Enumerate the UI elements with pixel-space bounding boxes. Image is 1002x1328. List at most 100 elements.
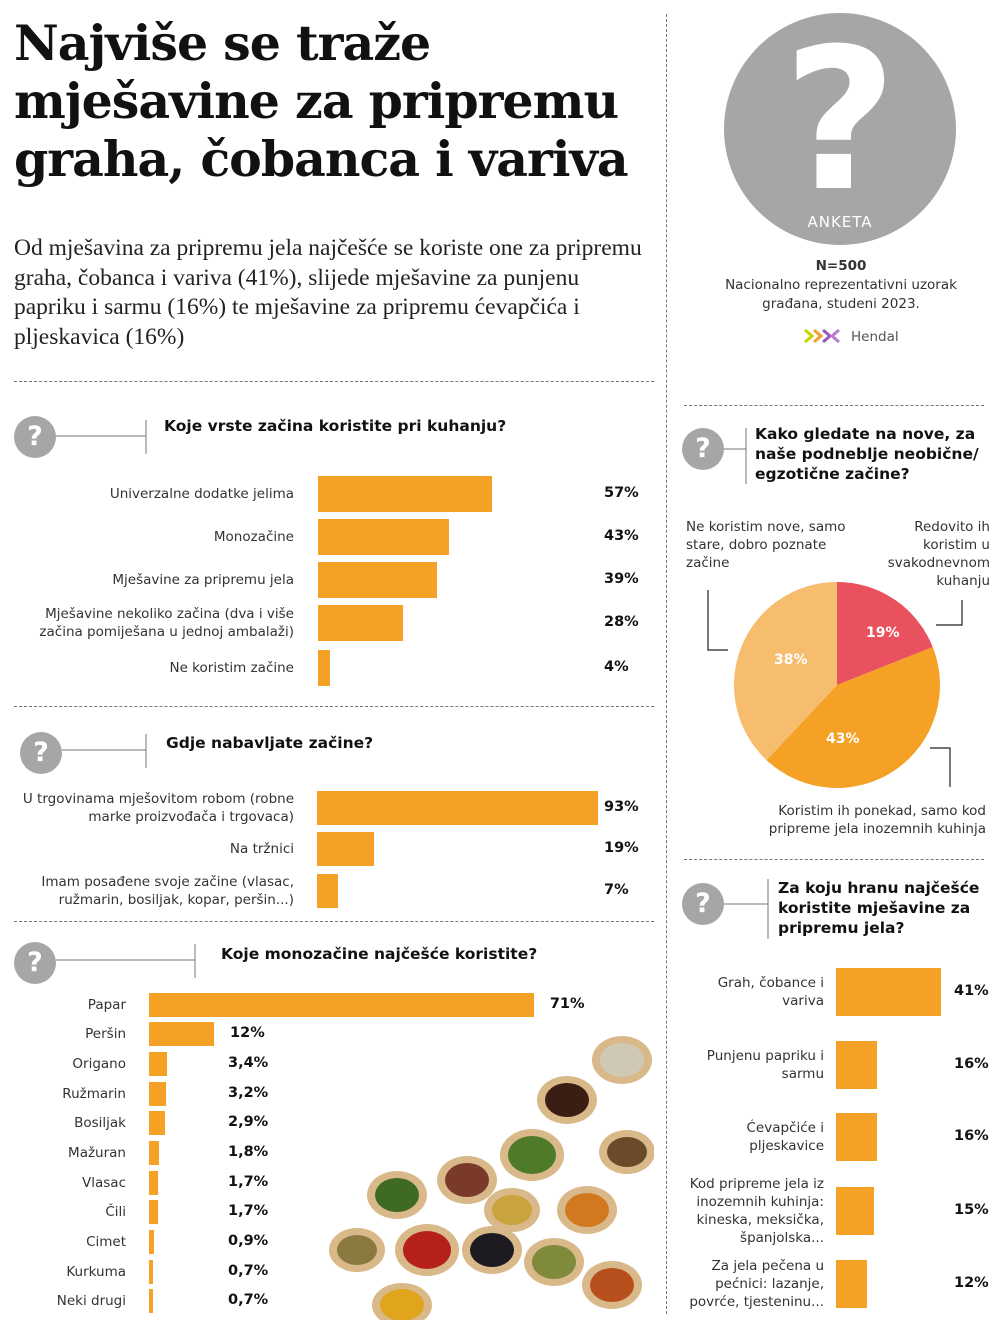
question-title-where-buy: Gdje nabavljate začine? (166, 734, 374, 752)
bar (149, 1260, 153, 1284)
value-label: 39% (604, 571, 639, 587)
bar (149, 1111, 165, 1135)
question-icon: ? (14, 416, 56, 458)
question-mark-icon: ? (783, 13, 897, 235)
leader-line (930, 747, 951, 787)
bar (317, 874, 339, 908)
value-label: 1,7% (228, 1174, 269, 1190)
pie-value-old: 38% (774, 652, 808, 668)
bar (318, 519, 450, 555)
bar (149, 1052, 168, 1076)
hendal-brand-name: Hendal (851, 329, 899, 345)
category-label: Mješavine nekoliko začina (dva i više za… (39, 606, 294, 640)
survey-badge-label: ANKETA (807, 213, 873, 231)
value-label: 43% (604, 528, 639, 544)
page-title: Najviše se traže mješavine za pripremu g… (14, 14, 629, 188)
survey-badge: ? ANKETA (724, 13, 956, 245)
bar (149, 993, 534, 1017)
bar (318, 562, 437, 598)
bar (149, 1230, 154, 1254)
category-label: Ćevapčiće i pljeskavice (746, 1120, 824, 1154)
value-label: 2,9% (228, 1114, 269, 1130)
section-divider (14, 706, 654, 707)
bar (318, 476, 492, 512)
category-label: Bosiljak (74, 1115, 126, 1131)
value-label: 15% (954, 1202, 989, 1218)
value-label: 0,7% (228, 1263, 269, 1279)
question-icon: ? (20, 732, 62, 774)
lead-paragraph: Od mješavina za pripremu jela najčešće s… (14, 235, 642, 350)
pie-value-regular: 19% (866, 625, 900, 641)
value-label: 16% (954, 1128, 989, 1144)
value-label: 16% (954, 1056, 989, 1072)
question-title-mono-spices: Koje monozačine najčešće koristite? (221, 945, 538, 963)
section-divider (684, 405, 984, 406)
section-divider (684, 859, 984, 860)
value-label: 41% (954, 983, 989, 999)
category-label: Origano (72, 1056, 126, 1072)
value-label: 71% (549, 996, 585, 1012)
category-label: Mažuran (68, 1145, 126, 1161)
question-icon: ? (14, 942, 56, 984)
value-label: 4% (604, 659, 629, 675)
value-label: 19% (604, 840, 639, 856)
value-label: 28% (604, 614, 639, 630)
category-label: Grah, čobance i variva (717, 975, 824, 1009)
bar (318, 605, 404, 641)
category-label: Imam posađene svoje začine (vlasac, ružm… (41, 874, 294, 908)
value-label: 7% (604, 882, 629, 898)
category-label: Kod pripreme jela iz inozemnih kuhinja: … (689, 1176, 824, 1246)
pie-value-sometimes: 43% (826, 731, 860, 747)
question-title-exotic-spices: Kako gledate na nove, za naše podneblje … (755, 425, 979, 483)
category-label: Ružmarin (62, 1086, 126, 1102)
bar (836, 1187, 875, 1235)
bar (149, 1200, 159, 1224)
connector-line (62, 734, 147, 768)
category-label: Ne koristim začine (169, 660, 294, 676)
column-divider (666, 14, 667, 1314)
question-icon: ? (682, 883, 724, 925)
pie-label-sometimes: Koristim ih ponekad, samo kod pripreme j… (768, 803, 986, 837)
pie-label-regular: Redovito ih koristim u svakodnevnom kuha… (887, 519, 990, 589)
value-label: 93% (604, 799, 639, 815)
pie-slice (837, 582, 933, 685)
value-label: 57% (604, 485, 639, 501)
leader-line (936, 600, 963, 626)
question-title-spice-types: Koje vrste začina koristite pri kuhanju? (164, 417, 507, 435)
category-label: Papar (87, 997, 126, 1013)
bar (836, 968, 941, 1016)
survey-description-line2: građana, studeni 2023. (762, 296, 920, 312)
pie-slice (734, 582, 837, 761)
hendal-logo-icon (803, 326, 847, 346)
category-label: U trgovinama mješovitom robom (robne mar… (22, 791, 294, 825)
category-label: Mješavine za pripremu jela (112, 572, 294, 588)
pie-chart-exotic-spices (707, 582, 963, 788)
bar (318, 650, 331, 686)
survey-sample-size: N=500 (815, 258, 867, 274)
survey-description-line1: Nacionalno reprezentativni uzorak (725, 277, 957, 293)
question-title-mix-food: Za koju hranu najčešće koristite mješavi… (778, 879, 980, 937)
category-label: Monozačine (213, 529, 294, 545)
bar (317, 832, 375, 866)
category-label: Čili (105, 1204, 126, 1220)
category-label: Cimet (86, 1234, 126, 1250)
value-label: 1,7% (228, 1203, 269, 1219)
spices-photo (329, 1036, 654, 1320)
bar (317, 791, 598, 825)
category-label: Punjenu papriku i sarmu (706, 1048, 824, 1082)
bar (836, 1260, 867, 1308)
category-label: Peršin (85, 1026, 126, 1042)
bar (836, 1041, 877, 1089)
section-divider (14, 381, 654, 382)
category-label: Na tržnici (229, 841, 294, 857)
connector-line (56, 944, 196, 978)
connector-line (724, 428, 747, 484)
value-label: 0,7% (228, 1292, 269, 1308)
question-icon: ? (682, 428, 724, 470)
leader-line (707, 590, 728, 651)
connector-line (724, 879, 769, 939)
pie-slice (766, 647, 940, 788)
category-label: Neki drugi (56, 1293, 126, 1309)
value-label: 12% (230, 1025, 265, 1041)
bar (836, 1113, 877, 1161)
